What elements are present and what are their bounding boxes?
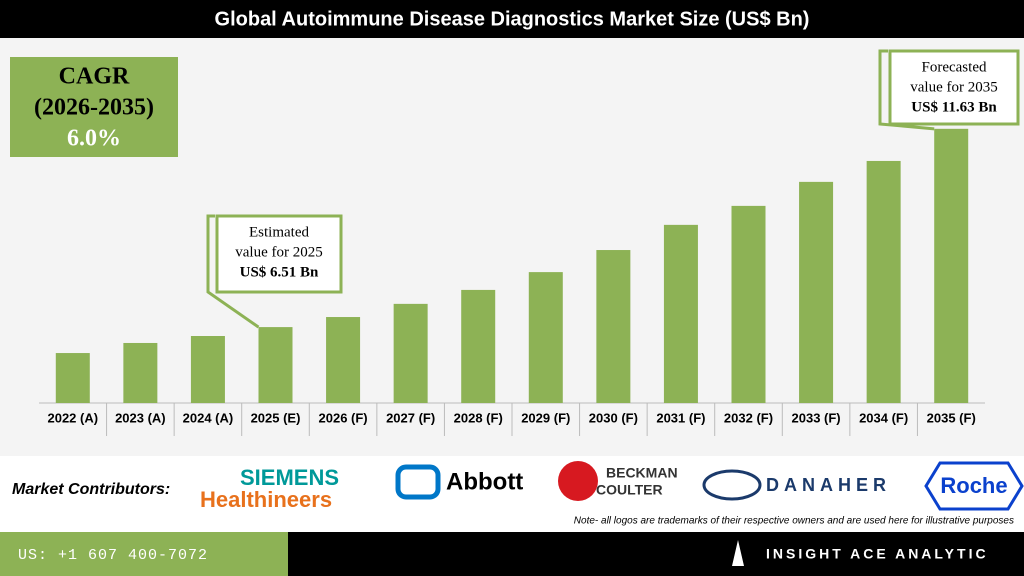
bar xyxy=(528,272,563,403)
annotation-text: US$ 6.51 Bn xyxy=(240,264,319,280)
x-tick-label: 2030 (F) xyxy=(589,410,638,425)
cagr-title: CAGR xyxy=(59,64,130,90)
cagr-box xyxy=(10,57,178,157)
x-tick-label: 2029 (F) xyxy=(521,410,570,425)
bar xyxy=(731,205,766,403)
annotation-box xyxy=(888,49,1020,126)
logo: Abbott xyxy=(446,468,523,495)
logo-mark xyxy=(558,461,598,501)
x-tick-label: 2028 (F) xyxy=(454,410,503,425)
x-tick-label: 2026 (F) xyxy=(319,410,368,425)
x-tick-label: 2027 (F) xyxy=(386,410,435,425)
bar xyxy=(866,160,901,403)
bar xyxy=(596,250,631,403)
cagr-period: (2026-2035) xyxy=(34,95,154,121)
annotation-text: Forecasted xyxy=(922,59,987,75)
logo-mark xyxy=(924,461,1024,511)
x-tick-label: 2022 (A) xyxy=(47,410,98,425)
brand-bar xyxy=(288,532,1024,576)
bar xyxy=(799,181,834,403)
logo: SIEMENS xyxy=(240,465,339,490)
x-tick-label: 2035 (F) xyxy=(927,410,976,425)
x-tick-label: 2023 (A) xyxy=(115,410,166,425)
bar xyxy=(55,353,90,403)
logo-mark xyxy=(702,469,762,501)
x-tick-label: 2034 (F) xyxy=(859,410,908,425)
bar xyxy=(258,327,293,403)
brand: INSIGHT ACE ANALYTIC xyxy=(766,546,989,562)
annotation-text: Estimated xyxy=(249,224,309,240)
logo: Roche xyxy=(940,473,1007,498)
phone-box xyxy=(0,532,288,576)
annotation-box xyxy=(215,214,343,294)
bar xyxy=(123,342,158,403)
annotation-connector xyxy=(206,214,260,329)
x-tick-label: 2025 (E) xyxy=(251,410,301,425)
bar xyxy=(326,317,361,403)
note: Note- all logos are trademarks of their … xyxy=(574,516,1014,527)
bar xyxy=(663,224,698,403)
annotation-text: value for 2035 xyxy=(910,79,997,95)
brand-mark xyxy=(732,540,744,566)
x-tick-label: 2032 (F) xyxy=(724,410,773,425)
bar xyxy=(190,336,225,403)
x-tick-label: 2033 (F) xyxy=(792,410,841,425)
logo: DANAHER xyxy=(766,475,891,495)
annotation-text: value for 2025 xyxy=(235,244,322,260)
contributors-label: Market Contributors: xyxy=(12,481,170,498)
logo: COULTER xyxy=(596,482,663,498)
annotation-text: US$ 11.63 Bn xyxy=(911,99,997,115)
x-tick-label: 2031 (F) xyxy=(656,410,705,425)
logo: BECKMAN xyxy=(606,465,678,481)
title-bar xyxy=(0,0,1024,38)
annotation-connector xyxy=(878,49,935,131)
logo: Healthineers xyxy=(200,487,332,512)
phone: US: +1 607 400-7072 xyxy=(18,547,208,564)
bar xyxy=(461,289,496,403)
bar xyxy=(934,128,969,404)
cagr-value: 6.0% xyxy=(67,126,121,152)
bar xyxy=(393,303,428,403)
chart-layer: 2022 (A) 2023 (A) 2024 (A) 2025 (E) 2026 (F)… xyxy=(39,49,1020,436)
logo-mark xyxy=(395,464,441,500)
chart-title: Global Autoimmune Disease Diagnostics Ma… xyxy=(215,8,810,30)
x-tick-label: 2024 (A) xyxy=(183,410,234,425)
